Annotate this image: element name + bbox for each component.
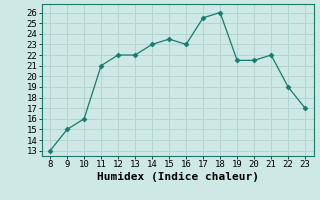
X-axis label: Humidex (Indice chaleur): Humidex (Indice chaleur) (97, 172, 259, 182)
